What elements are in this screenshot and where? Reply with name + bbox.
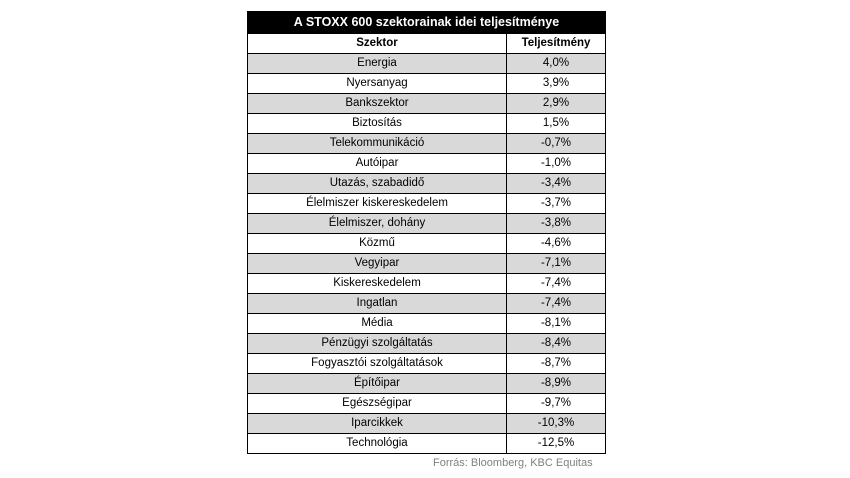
- performance-cell: 4,0%: [506, 53, 606, 74]
- table-body: Energia 4,0% Nyersanyag 3,9% Bankszektor 2,9%…: [247, 53, 606, 454]
- performance-cell: 2,9%: [506, 93, 606, 114]
- source-note: Forrás: Bloomberg, KBC Equitas: [433, 457, 593, 469]
- sector-cell: Média: [247, 313, 507, 334]
- performance-cell: -3,8%: [506, 213, 606, 234]
- performance-cell: -7,4%: [506, 273, 606, 294]
- sector-cell: Energia: [247, 53, 507, 74]
- table-row: Egészségipar -9,7%: [247, 393, 606, 414]
- sector-cell: Élelmiszer, dohány: [247, 213, 507, 234]
- sector-cell: Egészségipar: [247, 393, 507, 414]
- table-row: Vegyipar -7,1%: [247, 253, 606, 274]
- performance-cell: 3,9%: [506, 73, 606, 94]
- performance-cell: -0,7%: [506, 133, 606, 154]
- sector-cell: Élelmiszer kiskereskedelem: [247, 193, 507, 214]
- sector-performance-table: A STOXX 600 szektorainak idei teljesítmé…: [247, 11, 606, 454]
- sector-cell: Telekommunikáció: [247, 133, 507, 154]
- sector-cell: Technológia: [247, 433, 507, 454]
- sector-cell: Nyersanyag: [247, 73, 507, 94]
- performance-cell: 1,5%: [506, 113, 606, 134]
- performance-cell: -1,0%: [506, 153, 606, 174]
- performance-cell: -8,4%: [506, 333, 606, 354]
- performance-cell: -10,3%: [506, 413, 606, 434]
- sector-cell: Építőipar: [247, 373, 507, 394]
- table-row: Telekommunikáció -0,7%: [247, 133, 606, 154]
- performance-cell: -3,4%: [506, 173, 606, 194]
- performance-cell: -4,6%: [506, 233, 606, 254]
- table-row: Média -8,1%: [247, 313, 606, 334]
- table-row: Közmű -4,6%: [247, 233, 606, 254]
- table-row: Pénzügyi szolgáltatás -8,4%: [247, 333, 606, 354]
- sector-cell: Biztosítás: [247, 113, 507, 134]
- performance-cell: -12,5%: [506, 433, 606, 454]
- sector-cell: Autóipar: [247, 153, 507, 174]
- sector-performance-table-container: A STOXX 600 szektorainak idei teljesítmé…: [247, 11, 606, 454]
- table-row: Utazás, szabadidő -3,4%: [247, 173, 606, 194]
- table-row: Kiskereskedelem -7,4%: [247, 273, 606, 294]
- column-header-sector: Szektor: [247, 33, 507, 54]
- performance-cell: -8,1%: [506, 313, 606, 334]
- sector-cell: Vegyipar: [247, 253, 507, 274]
- table-row: Nyersanyag 3,9%: [247, 73, 606, 94]
- table-row: Élelmiszer kiskereskedelem -3,7%: [247, 193, 606, 214]
- table-row: Élelmiszer, dohány -3,8%: [247, 213, 606, 234]
- sector-cell: Utazás, szabadidő: [247, 173, 507, 194]
- sector-cell: Bankszektor: [247, 93, 507, 114]
- performance-cell: -7,4%: [506, 293, 606, 314]
- sector-cell: Közmű: [247, 233, 507, 254]
- table-row: Ingatlan -7,4%: [247, 293, 606, 314]
- table-row: Építőipar -8,9%: [247, 373, 606, 394]
- performance-cell: -9,7%: [506, 393, 606, 414]
- performance-cell: -8,7%: [506, 353, 606, 374]
- table-row: Energia 4,0%: [247, 53, 606, 74]
- table-row: Biztosítás 1,5%: [247, 113, 606, 134]
- performance-cell: -3,7%: [506, 193, 606, 214]
- table-row: Autóipar -1,0%: [247, 153, 606, 174]
- table-row: Iparcikkek -10,3%: [247, 413, 606, 434]
- table-row: Fogyasztói szolgáltatások -8,7%: [247, 353, 606, 374]
- sector-cell: Ingatlan: [247, 293, 507, 314]
- sector-cell: Kiskereskedelem: [247, 273, 507, 294]
- sector-cell: Fogyasztói szolgáltatások: [247, 353, 507, 374]
- table-row: Bankszektor 2,9%: [247, 93, 606, 114]
- sector-cell: Iparcikkek: [247, 413, 507, 434]
- sector-cell: Pénzügyi szolgáltatás: [247, 333, 507, 354]
- performance-cell: -7,1%: [506, 253, 606, 274]
- performance-cell: -8,9%: [506, 373, 606, 394]
- column-header-performance: Teljesítmény: [506, 33, 606, 54]
- table-row: Technológia -12,5%: [247, 433, 606, 454]
- table-title: A STOXX 600 szektorainak idei teljesítmé…: [247, 11, 606, 34]
